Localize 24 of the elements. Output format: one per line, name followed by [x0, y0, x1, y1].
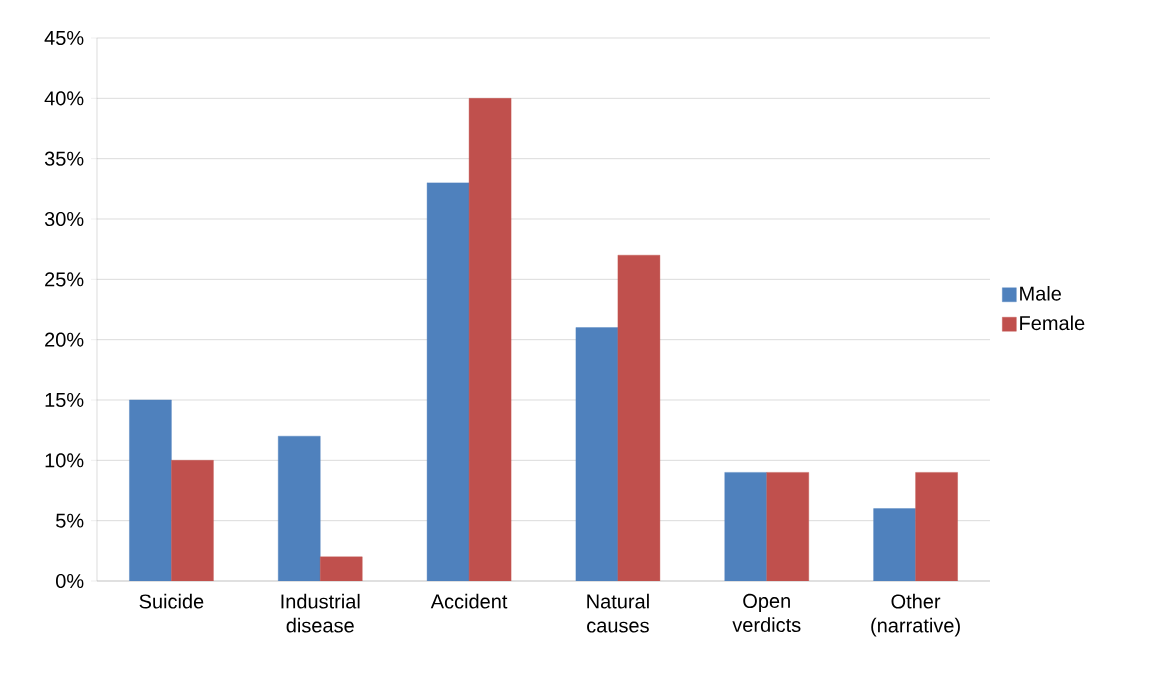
bar	[171, 460, 214, 581]
y-tick-label: 10%	[45, 453, 84, 468]
bar	[915, 472, 958, 581]
y-tick-label: 15%	[45, 392, 84, 408]
y-tick-label: 45%	[44, 30, 84, 46]
bar	[468, 98, 512, 581]
legend-label: Female	[1020, 315, 1085, 331]
bar	[617, 255, 661, 581]
x-tick-label: Suicide	[139, 593, 204, 609]
y-tick-label: 35%	[44, 151, 84, 166]
y-tick-label: 40%	[44, 91, 84, 106]
x-tick-label: Open verdicts	[732, 593, 801, 633]
x-tick-label: Accident	[430, 593, 508, 609]
x-tick-label: Other (narrative)	[871, 593, 960, 637]
x-tick-label: Industrial disease	[281, 593, 360, 633]
y-tick-label: 20%	[45, 332, 84, 347]
bar	[766, 472, 809, 581]
legend-label: Male	[1020, 286, 1061, 301]
y-tick-label: 0%	[56, 573, 84, 589]
y-tick-label: 25%	[45, 272, 84, 287]
x-tick-label: Natural causes	[587, 593, 649, 633]
y-tick-label: 5%	[56, 513, 84, 528]
y-tick-label: 30%	[44, 211, 84, 227]
bar	[320, 556, 363, 581]
